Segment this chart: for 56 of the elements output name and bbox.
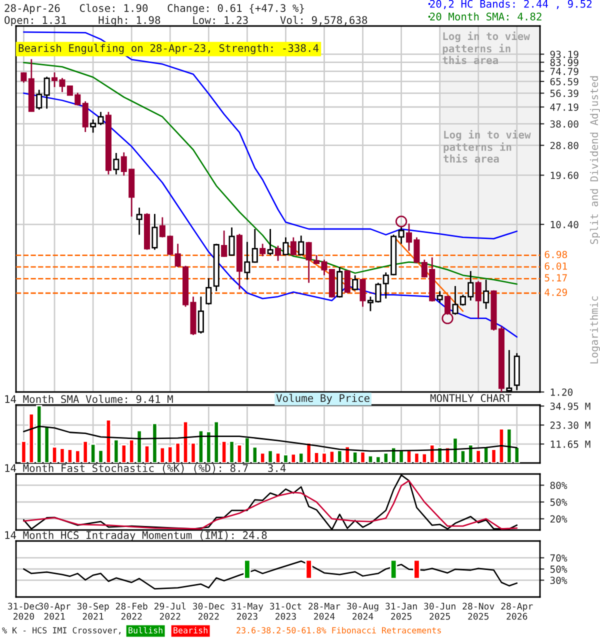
y-tick-label: 1.20 [550, 388, 573, 396]
text: Bearish [174, 626, 208, 634]
y-tick-label: 50% [550, 566, 568, 573]
text: 23.6-38.2-50-61.8% Fibonacci Retracements [236, 626, 441, 634]
y-tick-label: 50% [550, 498, 568, 506]
legend-label: 20 Month SMA: 4.82 [430, 12, 542, 21]
y-tick-label: 19.60 [550, 172, 578, 180]
x-tick-label: 29-Jul 2022 [154, 602, 186, 620]
text: Volume By Price [276, 394, 370, 404]
text: Logarithmic [590, 296, 600, 364]
y-tick-label: 20% [550, 515, 568, 523]
y-tick-label: 74.79 [550, 68, 578, 76]
y-tick-label: 80% [550, 482, 568, 490]
y-tick-label: 70% [550, 554, 568, 562]
x-tick-label: 30-Apr 2021 [38, 602, 70, 620]
chart-title: 14 Month Fast Stochastic (%K) (%D): 8.7 3.4 [5, 464, 286, 474]
y-tick-label: 34.95 M [550, 402, 590, 410]
legend-title: % K - HCS IMI Crossover, [2, 627, 120, 634]
y-tick-label: 38.00 [550, 120, 578, 128]
chart-title: 28-Apr-26 Close: 1.90 Change: 0.61 {+47.3 %} [4, 4, 304, 14]
x-tick-label: 31-Oct 2023 [270, 602, 302, 620]
x-tick-label: 28-Mar 2024 [308, 602, 340, 620]
x-tick-label: 30-Dec 2022 [192, 602, 224, 620]
y-tick-label: 56.39 [550, 90, 578, 98]
y-tick-label: 23.30 M [550, 422, 590, 429]
y-tick-label: 83.99 [550, 58, 578, 66]
chart-title: 14 Month HCS Intraday Momentum (IMI): 24.8 [5, 530, 267, 542]
x-tick-label: 28-Feb 2022 [116, 602, 148, 620]
ref-line-label: 6.01 [544, 262, 567, 270]
text: Bullish [128, 626, 162, 634]
text: MONTHLY CHART [430, 394, 512, 402]
x-tick-label: 28-Apr 2026 [501, 602, 533, 620]
ref-line-label: 6.98 [544, 250, 567, 258]
annotation: Bearish Engulfing on 28-Apr-23, Strength: -338.4 [18, 44, 319, 54]
y-tick-label: 28.80 [550, 142, 578, 150]
x-tick-label: 31-Dec 2020 [8, 602, 40, 620]
y-tick-label: 93.19 [550, 50, 578, 58]
legend-label: 20,2 HC Bands: 2.44 , 9.52 [430, 0, 592, 10]
ref-line-label: 4.29 [544, 288, 567, 296]
x-tick-label: 31-May 2023 [231, 602, 264, 620]
x-tick-label: 30-Jun 2025 [424, 602, 456, 620]
x-tick-label: 28-Nov 2025 [462, 602, 494, 620]
chart-title: 14 Month SMA Volume: 9.41 M [5, 394, 173, 404]
x-tick-label: 31-Jan 2025 [386, 602, 417, 620]
y-tick-label: 11.65 M [550, 440, 590, 448]
y-tick-label: 47.19 [550, 104, 578, 111]
annotation: Log in to view patterns in this area [444, 130, 531, 163]
x-tick-label: 30-Aug 2024 [347, 602, 378, 620]
band-label: Log in to view patterns in this area [442, 31, 530, 64]
chart-subtitle: Open: 1.31 High: 1.98 Low: 1.23 Vol: 9,578,638 [4, 16, 368, 26]
ref-line-label: 5.17 [544, 274, 567, 282]
y-tick-label: 30% [550, 576, 568, 584]
text: Split and Dividend Adjusted [590, 76, 600, 244]
x-tick-label: 30-Sep 2021 [77, 602, 109, 620]
y-tick-label: 10.40 [550, 220, 578, 228]
y-tick-label: 65.59 [550, 78, 578, 86]
